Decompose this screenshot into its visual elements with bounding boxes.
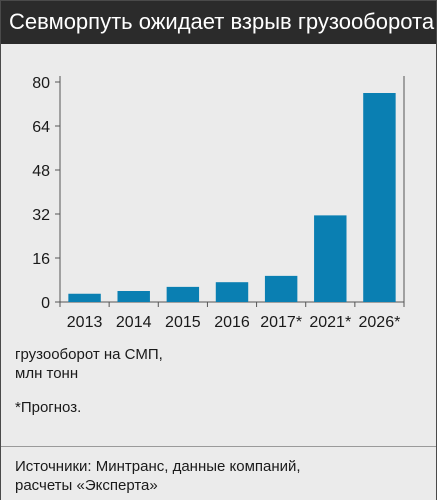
source-line2: расчеты «Эксперта» [15,477,158,494]
y-tick-label: 48 [32,163,50,180]
x-tick-label: 2013 [67,314,103,331]
bar-chart: 0 16 32 48 64 80 2013 2014 2015 2016 2017* 2021* 202… [32,75,405,331]
bar-2015 [166,286,200,302]
source-text: Источники: Минтранс, данные компаний, ра… [15,457,425,495]
source-panel: Источники: Минтранс, данные компаний, ра… [1,446,436,500]
chart-title: Севморпуть ожидает взрыв грузооборота [9,9,435,34]
x-tick-label: 2026* [359,314,401,331]
source-line1: Источники: Минтранс, данные компаний, [15,458,301,475]
bar-2013 [68,293,101,302]
bar-2014 [117,291,150,302]
label-layer: 0 16 32 48 64 80 2013 2014 2015 2016 2017* 2021* 202… [32,75,400,331]
y-tick-label: 0 [41,295,50,312]
bar-layer [68,93,396,302]
x-tick-label: 2016 [214,314,250,331]
unit-label-line2: млн тонн [15,365,79,382]
x-tick-label: 2021* [309,314,351,331]
forecast-footnote: *Прогноз. [15,399,82,416]
x-tick-label: 2014 [116,314,152,331]
bar-2016 [215,282,249,302]
y-tick-label: 16 [32,251,50,268]
unit-label: грузооборот на СМП, млн тонн [15,345,163,383]
bar-2017 [264,275,298,302]
y-tick-label: 80 [32,75,50,92]
y-tick-label: 64 [32,119,50,136]
axis-layer [55,76,405,307]
bar-2021 [314,215,347,302]
x-tick-label: 2015 [165,314,201,331]
y-tick-label: 32 [32,207,50,224]
unit-label-line1: грузооборот на СМП, [15,346,163,363]
bar-2026 [363,93,396,302]
title-bar: Севморпуть ожидает взрыв грузооборота [1,1,436,44]
x-tick-label: 2017* [260,314,302,331]
